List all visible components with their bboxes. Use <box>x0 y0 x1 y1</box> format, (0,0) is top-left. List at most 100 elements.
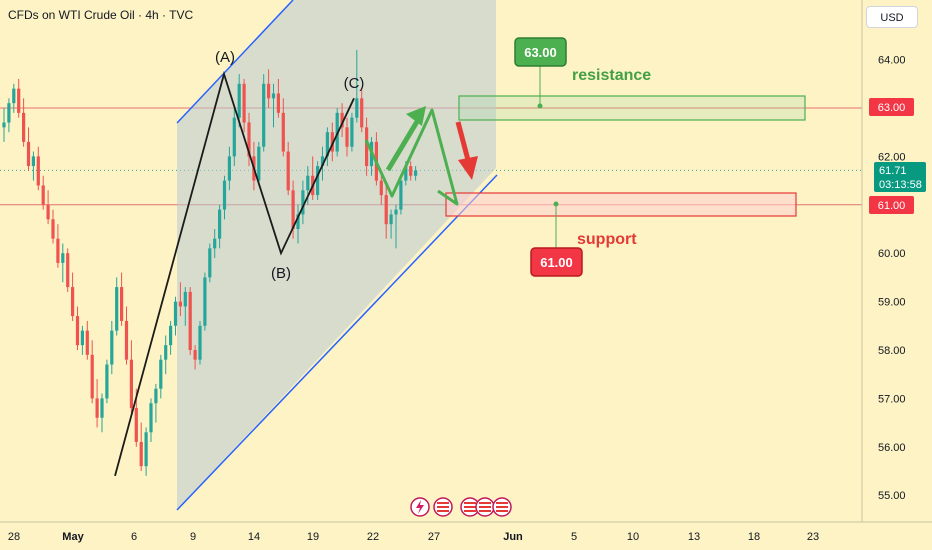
candle-body[interactable] <box>110 330 114 365</box>
candle-body[interactable] <box>164 345 168 360</box>
candle-body[interactable] <box>404 166 408 181</box>
candle-body[interactable] <box>198 325 202 360</box>
candle-body[interactable] <box>75 316 80 346</box>
candle-body[interactable] <box>325 132 329 157</box>
candle-body[interactable] <box>105 364 109 399</box>
candle-body[interactable] <box>218 209 222 239</box>
candle-body[interactable] <box>134 408 138 442</box>
candle-body[interactable] <box>90 354 94 399</box>
candle-body[interactable] <box>61 253 65 263</box>
candle-body[interactable] <box>149 403 153 433</box>
candle-body[interactable] <box>286 151 290 191</box>
candle-body[interactable] <box>115 287 119 331</box>
candle-body[interactable] <box>306 175 310 191</box>
down-arrow-shaft[interactable] <box>455 121 471 161</box>
candle-body[interactable] <box>379 180 383 196</box>
support-callout[interactable]: 61.00 <box>530 247 583 277</box>
candle-body[interactable] <box>129 359 133 409</box>
candle-body[interactable] <box>22 112 26 142</box>
us-flag-icon[interactable] <box>475 497 495 517</box>
candle-body[interactable] <box>208 248 212 278</box>
candle-body[interactable] <box>227 156 231 181</box>
candle-body[interactable] <box>262 83 266 147</box>
candle-body[interactable] <box>85 330 89 355</box>
candle-body[interactable] <box>247 122 251 157</box>
candle-body[interactable] <box>316 166 320 196</box>
candle-body[interactable] <box>271 93 276 99</box>
candle-body[interactable] <box>17 88 21 113</box>
candle-body[interactable] <box>7 103 11 123</box>
candle-body[interactable] <box>222 180 227 210</box>
candle-body[interactable] <box>340 112 344 128</box>
candle-body[interactable] <box>173 301 178 326</box>
candle-body[interactable] <box>95 398 99 418</box>
candle-body[interactable] <box>56 238 60 263</box>
candle-body[interactable] <box>355 98 359 118</box>
candle-body[interactable] <box>71 287 75 317</box>
candle-body[interactable] <box>232 117 236 157</box>
candle-body[interactable] <box>394 209 398 215</box>
candle-body[interactable] <box>409 166 413 176</box>
candle-body[interactable] <box>66 253 70 288</box>
candle-body[interactable] <box>188 291 192 350</box>
candle-body[interactable] <box>237 83 241 118</box>
event-icons[interactable] <box>410 497 512 517</box>
candle-body[interactable] <box>365 127 369 167</box>
candle-body[interactable] <box>139 441 143 467</box>
candle-body[interactable] <box>276 93 280 113</box>
candle-body[interactable] <box>213 238 217 249</box>
candle-body[interactable] <box>296 214 300 229</box>
down-arrow-icon[interactable] <box>458 156 478 180</box>
candle-body[interactable] <box>2 122 6 128</box>
candle-body[interactable] <box>159 359 163 389</box>
candle-body[interactable] <box>291 190 295 229</box>
channel-upper-line[interactable] <box>176 0 294 124</box>
candle-body[interactable] <box>203 277 207 326</box>
candle-body[interactable] <box>144 432 148 467</box>
us-flag-icon[interactable] <box>492 497 512 517</box>
candle-body[interactable] <box>183 291 187 307</box>
candle-body[interactable] <box>389 214 393 225</box>
resistance-zone[interactable] <box>458 95 806 121</box>
candle-body[interactable] <box>120 287 124 321</box>
candle-body[interactable] <box>257 146 261 181</box>
us-flag-icon[interactable] <box>433 497 453 517</box>
candle-body[interactable] <box>26 141 31 167</box>
candle-body[interactable] <box>360 98 364 128</box>
currency-button[interactable]: USD <box>866 6 918 28</box>
candle-body[interactable] <box>267 83 271 99</box>
up-arrow-icon[interactable] <box>406 106 426 126</box>
candle-body[interactable] <box>414 170 418 176</box>
candle-body[interactable] <box>31 156 35 167</box>
candle-body[interactable] <box>100 398 104 418</box>
resistance-callout[interactable]: 63.00 <box>514 37 567 67</box>
forecast-path[interactable] <box>364 108 459 206</box>
candle-body[interactable] <box>12 88 16 104</box>
candle-body[interactable] <box>178 301 182 307</box>
candle-body[interactable] <box>399 180 403 210</box>
candle-body[interactable] <box>124 320 129 360</box>
candle-body[interactable] <box>51 219 55 239</box>
candle-body[interactable] <box>80 330 84 346</box>
channel-lower-line[interactable] <box>176 174 498 511</box>
candle-body[interactable] <box>384 195 388 225</box>
candle-body[interactable] <box>281 112 285 152</box>
candle-body[interactable] <box>330 132 334 152</box>
x-tick-label: 23 <box>807 531 819 543</box>
support-zone[interactable] <box>445 192 797 217</box>
abc-wave-line[interactable] <box>114 70 355 477</box>
candle-body[interactable] <box>41 185 45 205</box>
candle-body[interactable] <box>169 325 173 346</box>
candle-body[interactable] <box>193 350 197 360</box>
candle-body[interactable] <box>46 204 50 220</box>
candle-body[interactable] <box>345 127 349 147</box>
candle-body[interactable] <box>154 388 158 404</box>
y-tick-label: 57.00 <box>878 393 906 405</box>
candle-body[interactable] <box>350 117 354 147</box>
up-arrow-shaft[interactable] <box>385 118 421 172</box>
candle-body[interactable] <box>242 83 246 123</box>
candle-body[interactable] <box>320 156 325 167</box>
candle-body[interactable] <box>301 190 305 215</box>
candle-body[interactable] <box>36 156 40 186</box>
